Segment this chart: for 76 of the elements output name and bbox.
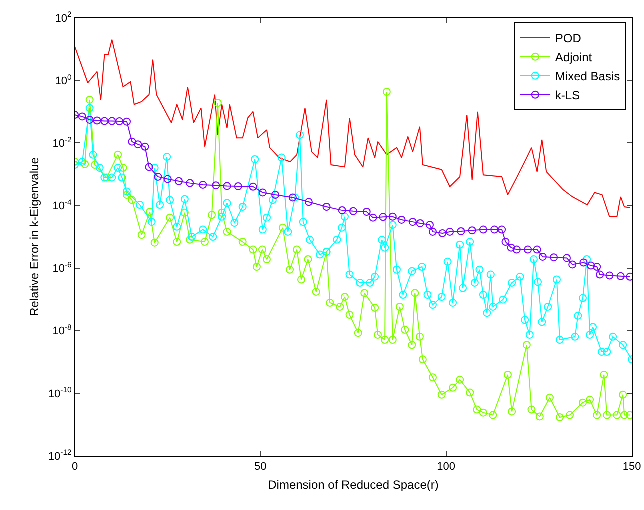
x-tick-label: 100 <box>437 461 456 474</box>
y-tick-label: 10$^{-2}$ <box>52 135 72 150</box>
point <box>468 226 476 235</box>
x-tick-label: 150 <box>622 461 642 474</box>
point <box>438 229 447 238</box>
y-tick-label: 10$^{-10}$ <box>48 386 72 400</box>
point <box>322 203 331 211</box>
point <box>272 191 280 199</box>
y-axis-title: Relative Error in k-Eigenvalue <box>28 157 42 316</box>
y-tick-label: 10$^{-8}$ <box>52 323 72 338</box>
y-tick-label: 10$^{-6}$ <box>52 260 72 276</box>
point <box>338 206 346 215</box>
legend-label: Mixed Basis <box>555 70 620 84</box>
point <box>362 208 371 216</box>
point <box>457 227 466 236</box>
point <box>379 213 388 222</box>
point <box>122 118 131 126</box>
point <box>93 116 102 125</box>
legend-label: Adjoint <box>555 50 593 65</box>
point <box>258 188 267 197</box>
point <box>288 194 297 202</box>
point <box>593 262 602 271</box>
point <box>507 244 516 252</box>
point <box>416 220 424 228</box>
point <box>479 226 488 234</box>
point <box>128 138 136 146</box>
point <box>606 272 614 280</box>
point <box>108 117 116 126</box>
point <box>223 182 232 190</box>
y-tick-label: 10$^{-12}$ <box>48 448 72 463</box>
point <box>398 216 406 224</box>
point <box>502 238 510 246</box>
y-tick-label: 10$^{-4}$ <box>52 198 73 213</box>
point <box>145 163 154 172</box>
point <box>186 179 194 188</box>
point <box>568 260 577 269</box>
point <box>86 116 94 124</box>
y-tick-label: 10$^{0}$ <box>55 72 72 88</box>
point <box>388 212 397 221</box>
point <box>580 258 588 267</box>
point <box>199 180 208 189</box>
legend-label: k-LS <box>555 88 580 103</box>
point <box>596 270 604 279</box>
point <box>498 226 506 234</box>
point <box>164 175 172 184</box>
point <box>249 182 258 191</box>
point <box>304 198 313 206</box>
x-axis-title: Dimension of Reduced Space(r) <box>268 478 439 492</box>
point <box>524 246 532 254</box>
point <box>154 172 162 181</box>
point <box>408 218 417 226</box>
point <box>426 221 434 230</box>
y-tick-label: 10$^{2}$ <box>55 10 72 25</box>
point <box>490 226 499 234</box>
point <box>428 228 437 236</box>
point <box>134 140 142 149</box>
point <box>141 142 150 151</box>
point <box>538 252 547 261</box>
point <box>616 272 625 280</box>
point <box>100 117 109 126</box>
point <box>174 177 183 186</box>
point <box>234 182 242 191</box>
x-tick-label: 50 <box>254 461 267 474</box>
point <box>350 207 358 216</box>
point <box>512 246 521 254</box>
point <box>533 246 542 254</box>
point <box>446 228 454 236</box>
point <box>563 254 572 262</box>
point <box>369 214 378 222</box>
point <box>587 262 596 270</box>
point <box>78 112 86 121</box>
legend-label: POD <box>555 32 582 46</box>
point <box>550 254 558 262</box>
x-tick-label: 0 <box>72 461 78 474</box>
point <box>116 118 124 126</box>
point <box>212 182 220 190</box>
